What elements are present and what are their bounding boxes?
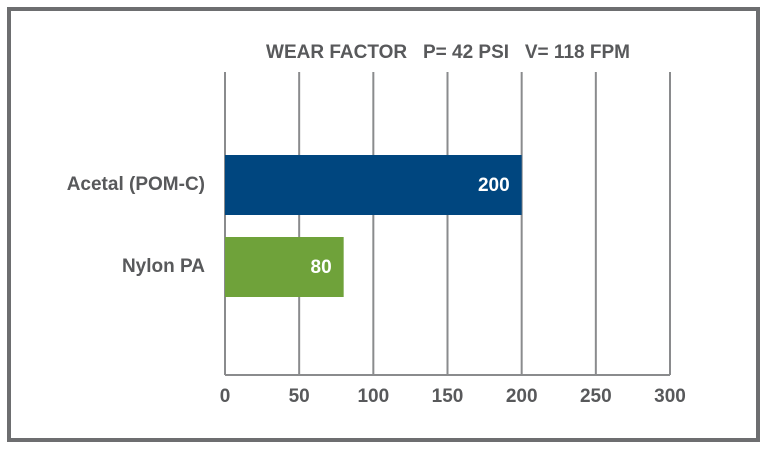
x-tick-label: 100 — [357, 386, 389, 407]
x-tick-label: 200 — [506, 386, 538, 407]
x-tick-label: 50 — [289, 386, 310, 407]
x-tick-label: 150 — [432, 386, 464, 407]
value-label: 80 — [311, 257, 332, 278]
value-label: 200 — [478, 175, 510, 196]
x-tick-label: 250 — [580, 386, 612, 407]
x-tick-label: 0 — [220, 386, 231, 407]
y-tick-label: Nylon PA — [122, 256, 205, 277]
frame — [7, 7, 760, 442]
bar — [225, 155, 522, 215]
chart-title: WEAR FACTOR P= 42 PSI V= 118 FPM — [266, 42, 630, 63]
bar — [225, 237, 344, 297]
y-tick-label: Acetal (POM-C) — [67, 174, 205, 195]
x-tick-label: 300 — [654, 386, 686, 407]
